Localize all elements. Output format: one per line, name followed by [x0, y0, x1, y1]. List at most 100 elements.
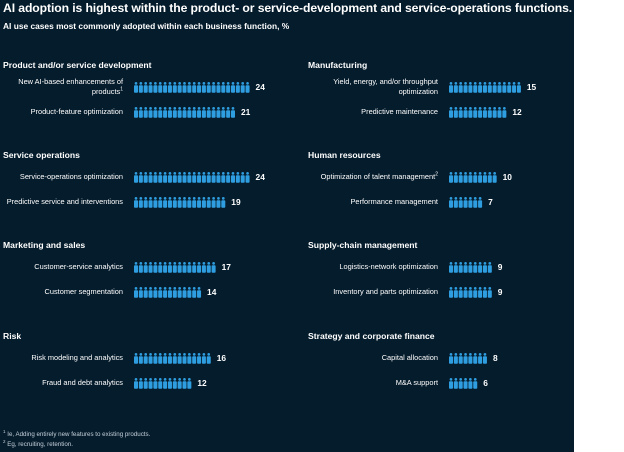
row-label-text: New AI-based enhancements of products: [18, 77, 123, 96]
person-icon: [143, 352, 148, 364]
person-icon: [177, 171, 182, 183]
person-icon: [468, 352, 473, 364]
row-value: 24: [255, 81, 265, 92]
row-label-text: Performance management: [350, 197, 438, 206]
person-icon: [245, 81, 250, 93]
section-title: Manufacturing: [308, 60, 368, 70]
row-label: Predictive service and interventions: [1, 197, 123, 207]
person-icon: [153, 171, 158, 183]
person-icon-row: [449, 106, 507, 118]
person-icon: [201, 352, 206, 364]
person-icon: [458, 261, 463, 273]
person-icon: [201, 171, 206, 183]
person-icon: [487, 81, 492, 93]
person-icon: [192, 106, 197, 118]
person-icon: [206, 352, 211, 364]
person-icon-row: [134, 352, 211, 364]
person-icon: [134, 377, 138, 389]
person-icon: [172, 106, 177, 118]
person-icon: [453, 286, 458, 298]
person-icon: [148, 81, 153, 93]
person-icon: [167, 286, 172, 298]
person-icon: [172, 286, 177, 298]
person-icon: [158, 196, 163, 208]
person-icon: [449, 286, 453, 298]
person-icon: [473, 352, 478, 364]
person-icon: [163, 81, 168, 93]
person-icon: [187, 81, 192, 93]
person-icon: [221, 196, 226, 208]
person-icon-row: [449, 81, 521, 93]
footnote: 1 Ie, Adding entirely new features to ex…: [3, 429, 151, 438]
person-icon: [463, 81, 468, 93]
row-label: Predictive maintenance: [306, 107, 438, 117]
person-icon: [177, 106, 182, 118]
person-icon: [177, 81, 182, 93]
person-icon: [134, 196, 138, 208]
row-value: 9: [497, 286, 503, 297]
person-icon: [468, 196, 473, 208]
person-icon: [512, 81, 517, 93]
person-icon-row: [134, 196, 226, 208]
person-icon: [473, 171, 478, 183]
person-icon: [211, 106, 216, 118]
person-icon: [134, 171, 138, 183]
person-icon: [453, 261, 458, 273]
person-icon: [182, 81, 187, 93]
person-icon: [458, 106, 463, 118]
row-label: Yield, energy, and/or throughput optimiz…: [306, 77, 438, 97]
person-icon: [148, 171, 153, 183]
person-icon: [163, 171, 168, 183]
section-title: Human resources: [308, 150, 381, 160]
person-icon: [177, 286, 182, 298]
person-icon: [182, 171, 187, 183]
person-icon: [453, 352, 458, 364]
footnote-text: Ie, Adding entirely new features to exis…: [5, 431, 151, 438]
person-icon: [235, 81, 240, 93]
person-icon: [177, 352, 182, 364]
person-icon: [458, 286, 463, 298]
person-icon: [134, 286, 138, 298]
person-icon: [473, 196, 478, 208]
person-icon: [231, 171, 235, 183]
person-icon: [148, 106, 153, 118]
person-icon: [458, 377, 463, 389]
person-icon: [182, 377, 187, 389]
person-icon: [458, 352, 463, 364]
row-label-text: Risk modeling and analytics: [31, 353, 123, 362]
person-icon: [473, 286, 478, 298]
person-icon: [153, 196, 158, 208]
footnote-marker: 1: [120, 86, 123, 93]
person-icon: [468, 377, 473, 389]
person-icon: [158, 106, 163, 118]
person-icon: [138, 261, 143, 273]
person-icon: [148, 352, 153, 364]
person-icon: [187, 171, 192, 183]
person-icon: [492, 81, 497, 93]
row-label: Customer segmentation: [1, 287, 123, 297]
person-icon: [463, 377, 468, 389]
person-icon: [158, 81, 163, 93]
row-value: 12: [197, 377, 207, 388]
person-icon: [182, 261, 187, 273]
person-icon: [158, 377, 163, 389]
person-icon: [138, 352, 143, 364]
person-icon: [192, 261, 197, 273]
person-icon: [153, 352, 158, 364]
person-icon: [134, 81, 138, 93]
person-icon: [158, 261, 163, 273]
row-value: 8: [492, 352, 498, 363]
person-icon: [158, 286, 163, 298]
person-icon: [453, 377, 458, 389]
person-icon: [216, 196, 221, 208]
person-icon: [182, 286, 187, 298]
person-icon: [153, 377, 158, 389]
person-icon: [197, 81, 202, 93]
person-icon: [487, 286, 492, 298]
person-icon: [187, 352, 192, 364]
person-icon: [153, 261, 158, 273]
person-icon: [163, 377, 168, 389]
row-value: 12: [512, 106, 522, 117]
row-value: 16: [216, 352, 227, 363]
person-icon: [138, 377, 143, 389]
